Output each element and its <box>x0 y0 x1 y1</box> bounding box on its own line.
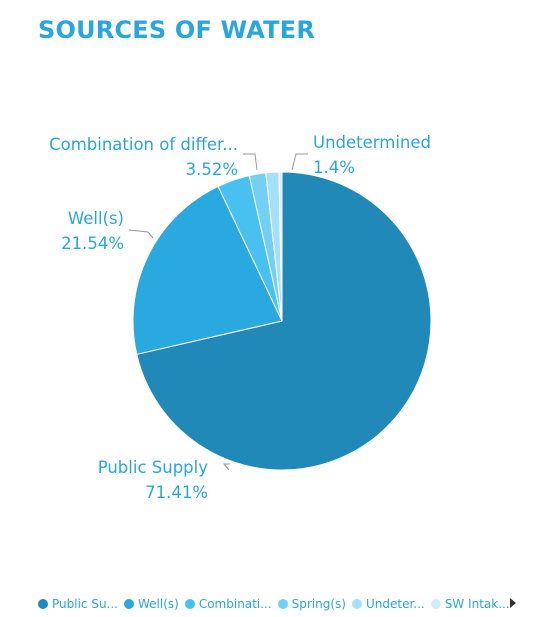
legend-item[interactable]: Public Su... <box>38 597 118 611</box>
label-public-supply: Public Supply <box>98 458 209 477</box>
legend-dot-icon <box>38 599 48 609</box>
value-public-supply: 71.41% <box>145 483 208 502</box>
legend-items: Public Su... Well(s) Combinati... Spring(s)… <box>38 597 516 611</box>
chart-title: SOURCES OF WATER <box>38 16 316 44</box>
legend-label: Spring(s) <box>291 597 346 611</box>
legend-item[interactable]: SW Intak... <box>430 597 510 611</box>
pie-labels: Public Supply 71.41% Well(s) 21.54% Comb… <box>49 133 431 502</box>
legend-label: Public Su... <box>52 597 118 611</box>
label-undetermined: Undetermined <box>313 133 431 152</box>
legend-item[interactable]: Undeter... <box>351 597 425 611</box>
legend-item[interactable]: Combinati... <box>184 597 272 611</box>
legend-dot-icon <box>184 599 195 609</box>
legend-label: Combinati... <box>198 597 272 611</box>
label-combination: Combination of differ... <box>49 135 238 154</box>
legend-label: SW Intak... <box>444 597 510 611</box>
value-wells: 21.54% <box>61 234 124 253</box>
pie-slice-well-s[interactable] <box>132 185 283 355</box>
value-undetermined: 1.4% <box>313 158 355 177</box>
value-combination: 3.52% <box>186 160 238 179</box>
legend-dot-icon <box>351 599 362 609</box>
pie-chart: Public Supply 71.41% Well(s) 21.54% Comb… <box>49 133 432 502</box>
legend-dot-icon <box>430 599 441 609</box>
leader-combination <box>243 153 258 171</box>
leader-undetermined <box>291 153 308 171</box>
leader-wells <box>128 229 154 239</box>
legend-dot-icon <box>277 599 288 609</box>
pie-slice-sw-intake[interactable] <box>278 171 283 322</box>
legend-label: Well(s) <box>138 597 179 611</box>
legend: Public Su... Well(s) Combinati... Spring(s)… <box>38 594 530 614</box>
pie-slices <box>132 171 432 471</box>
pie-slice-public-supply[interactable] <box>136 171 432 471</box>
leader-public-supply <box>222 463 230 471</box>
label-wells: Well(s) <box>68 209 124 228</box>
chevron-right-icon[interactable] <box>510 598 516 608</box>
legend-label: Undeter... <box>365 597 425 611</box>
legend-item[interactable]: Spring(s) <box>277 597 346 611</box>
legend-item[interactable]: Well(s) <box>124 597 179 611</box>
legend-dot-icon <box>124 599 134 609</box>
